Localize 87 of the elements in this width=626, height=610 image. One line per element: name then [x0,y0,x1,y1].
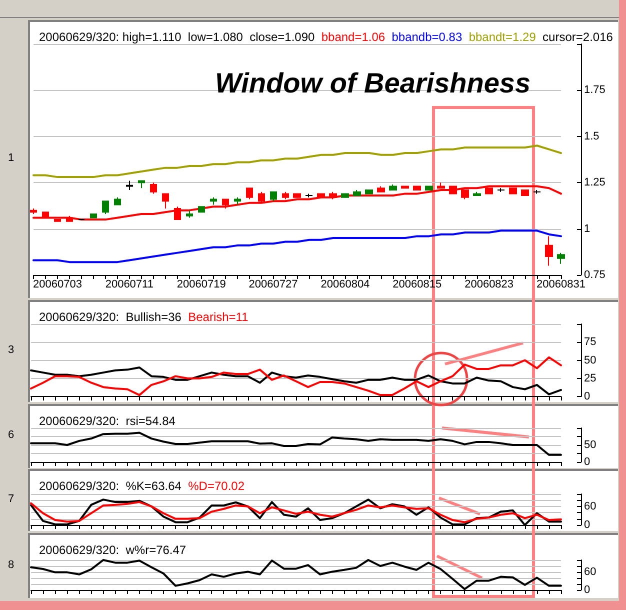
x-tick-label: 20060804 [320,278,370,290]
candlestick [270,191,277,202]
candlestick [162,193,169,209]
candlestick [30,208,37,215]
candlestick [114,196,121,206]
chart-subtitle: 20060629/320: [39,310,120,324]
candlestick [126,180,133,190]
candlestick [341,193,349,198]
y-tick-label: 25 [584,372,596,384]
candlestick [353,189,361,196]
y-tick-label: 0 [584,390,590,402]
y-tick-label: 1.25 [584,176,606,189]
x-tick-label: 20060719 [176,278,226,290]
candlestick [545,236,553,266]
candlestick [485,188,493,194]
x-tick-label: 20060711 [105,278,154,290]
candlestick [186,210,193,218]
candlestick [42,212,49,218]
y-tick-label: 0 [584,519,590,531]
candlestick [317,193,325,198]
x-tick-label: 20060727 [248,278,298,290]
candlestick [533,189,541,194]
x-tick-label: 20060823 [464,278,514,290]
series-label: w%r=76.47 [124,543,186,557]
y-tick-label: 50 [584,439,596,451]
candlestick [102,200,109,215]
series-label: rsi=54.84 [126,414,176,428]
candlestick [198,206,205,213]
text: Bullish=36 [126,310,182,324]
text: 7 [8,493,14,505]
chart-subtitle: 20060629/320: [39,414,120,428]
chart-subtitle: 20060629/320: [39,543,120,557]
candlestick [557,252,565,264]
text: bband=1.06 [321,30,386,44]
series-label: %K=63.64 [126,479,182,493]
line-series [32,144,562,178]
candlestick [461,189,469,200]
text: 6 [8,429,14,441]
candlestick [389,184,397,190]
candlestick [222,198,229,209]
candlestick [293,193,301,198]
line-series [32,230,562,264]
candlestick [138,180,145,189]
candlestick [258,191,265,204]
y-tick-label: 75 [584,336,596,348]
y-tick-label: 0 [584,456,590,468]
candlestick [210,196,217,206]
candlestick [90,214,97,218]
candlestick [473,191,481,196]
text: Window of Bearishness [215,68,531,98]
y-tick-label: 1.75 [584,84,606,96]
text: 3 [8,344,14,356]
x-tick-label: 20060815 [392,278,442,290]
y-tick-label: 60 [584,500,596,512]
candlestick [377,186,385,192]
candlestick [497,188,505,192]
text: bbandt=1.29 [468,30,536,44]
y-tick-label: 50 [584,354,596,366]
y-tick-label: 1.5 [584,130,600,142]
chart-subtitle: 20060629/320: high=1.110 low=1.080 close=1.090 [39,30,316,44]
candlestick [234,196,241,206]
candlestick [150,182,157,194]
y-tick-label: 1 [584,222,590,235]
text: 1 [8,152,14,164]
text: 8 [8,558,14,570]
y-tick-label: 60 [584,566,596,578]
candlestick [329,191,337,200]
candlestick [521,189,529,196]
candlestick [282,191,289,200]
candlestick [305,193,313,198]
line-series [30,432,562,456]
candlestick [509,188,517,194]
candlestick [401,186,409,189]
candlestick [246,188,253,200]
series-label: %D=70.02 [188,479,245,493]
x-tick-label: 20060831 [536,278,586,290]
chart-subtitle: 20060629/320: [39,479,120,493]
line-series [30,559,562,590]
annotation: cursor=2.016 [542,30,614,44]
candlestick [365,189,373,194]
x-tick-label: 20060703 [32,278,82,290]
y-tick-label: 0 [584,584,590,596]
candlestick [425,186,433,190]
y-tick-label: 0.75 [584,269,606,281]
line-series [32,185,562,221]
text: bbandb=0.83 [392,30,462,44]
text: Bearish=11 [188,310,249,324]
